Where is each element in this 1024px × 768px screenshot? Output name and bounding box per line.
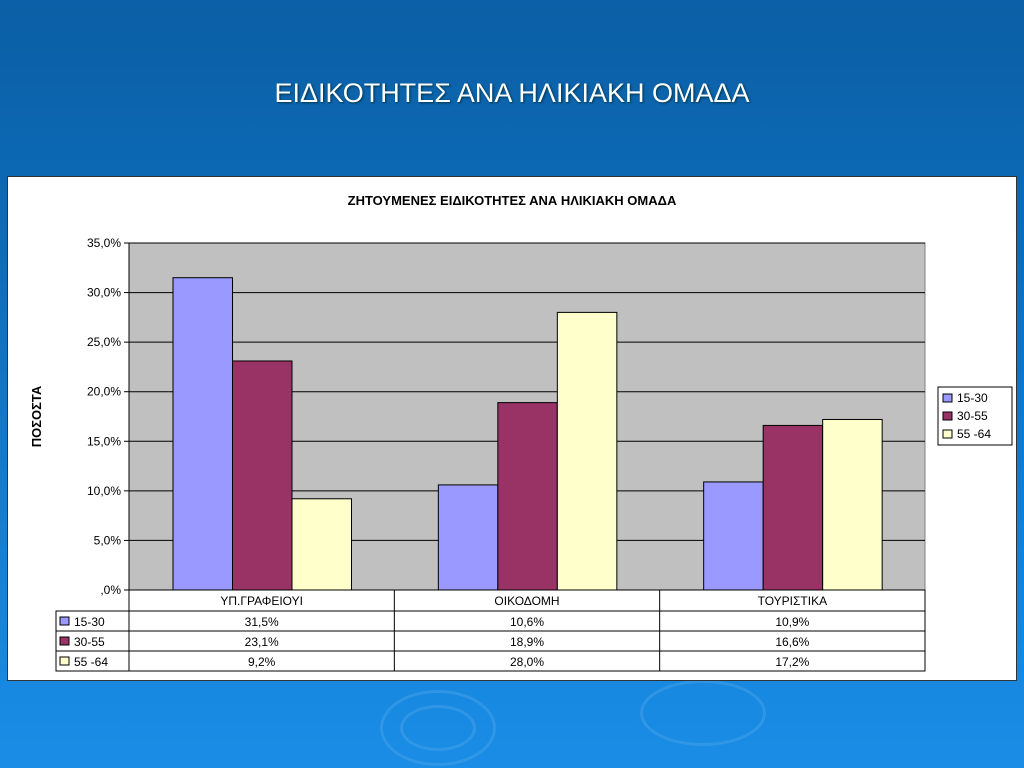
category-label: ΥΠ.ΓΡΑΦΕΙΟΥΙ (220, 594, 303, 608)
table-legend-key (59, 616, 70, 626)
bar-chart: ΖΗΤΟΥΜΕΝΕΣ ΕΙΔΙΚΟΤΗΤΕΣ ΑΝΑ ΗΛΙΚΙΑΚΗ ΟΜΑΔ… (29, 193, 1013, 672)
y-tick-label: 25,0% (87, 335, 121, 349)
table-series-label: 55 -64 (74, 655, 108, 669)
bar-15-30-0 (172, 277, 233, 591)
category-label: ΟΙΚΟΔΟΜΗ (494, 594, 559, 608)
bar-15-30-2 (703, 481, 764, 591)
chart-title: ΖΗΤΟΥΜΕΝΕΣ ΕΙΔΙΚΟΤΗΤΕΣ ΑΝΑ ΗΛΙΚΙΑΚΗ ΟΜΑΔ… (348, 193, 677, 208)
y-tick-label: 5,0% (94, 533, 122, 547)
legend-key (942, 411, 953, 421)
legend-label: 55 -64 (957, 427, 991, 441)
y-axis-label: ΠΟΣΟΣΤΑ (29, 385, 44, 447)
data-label: 16,6% (775, 635, 809, 649)
data-label: 17,2% (775, 655, 809, 669)
y-tick-label: 35,0% (87, 236, 121, 250)
y-tick-label: 20,0% (87, 385, 121, 399)
bar-30-55-2 (762, 424, 824, 591)
chart-container: ΖΗΤΟΥΜΕΝΕΣ ΕΙΔΙΚΟΤΗΤΕΣ ΑΝΑ ΗΛΙΚΙΑΚΗ ΟΜΑΔ… (7, 176, 1017, 681)
slide-title: ΕΙΔΙΚΟΤΗΤΕΣ ΑΝΑ ΗΛΙΚΙΑΚΗ ΟΜΑΔΑ (274, 78, 750, 108)
table-legend-key (59, 656, 70, 666)
bar-55-64-1 (556, 311, 618, 591)
data-label: 10,6% (510, 615, 544, 629)
y-tick-label: ,0% (100, 583, 121, 597)
bar-30-55-1 (497, 402, 558, 591)
table-series-label: 15-30 (74, 615, 105, 629)
category-label: ΤΟΥΡΙΣΤΙΚΑ (758, 594, 828, 608)
y-tick-label: 15,0% (87, 434, 121, 448)
y-tick-label: 10,0% (87, 484, 121, 498)
data-label: 28,0% (510, 655, 544, 669)
data-label: 31,5% (245, 615, 279, 629)
legend-label: 15-30 (957, 391, 988, 405)
y-tick-label: 30,0% (87, 286, 121, 300)
ripple-decoration (640, 680, 766, 746)
bar-30-55-0 (232, 360, 293, 591)
table-legend-key (59, 636, 70, 646)
bar-55-64-0 (291, 498, 352, 591)
data-label: 23,1% (245, 635, 279, 649)
bar-15-30-1 (437, 484, 499, 591)
data-label: 9,2% (248, 655, 276, 669)
legend-key (942, 429, 953, 439)
ripple-decoration (380, 690, 496, 766)
bar-55-64-2 (822, 418, 883, 591)
legend-key (942, 393, 953, 403)
ripple-decoration (400, 705, 476, 751)
table-series-label: 30-55 (74, 635, 105, 649)
legend-label: 30-55 (957, 409, 988, 423)
data-label: 10,9% (775, 615, 809, 629)
data-label: 18,9% (510, 635, 544, 649)
